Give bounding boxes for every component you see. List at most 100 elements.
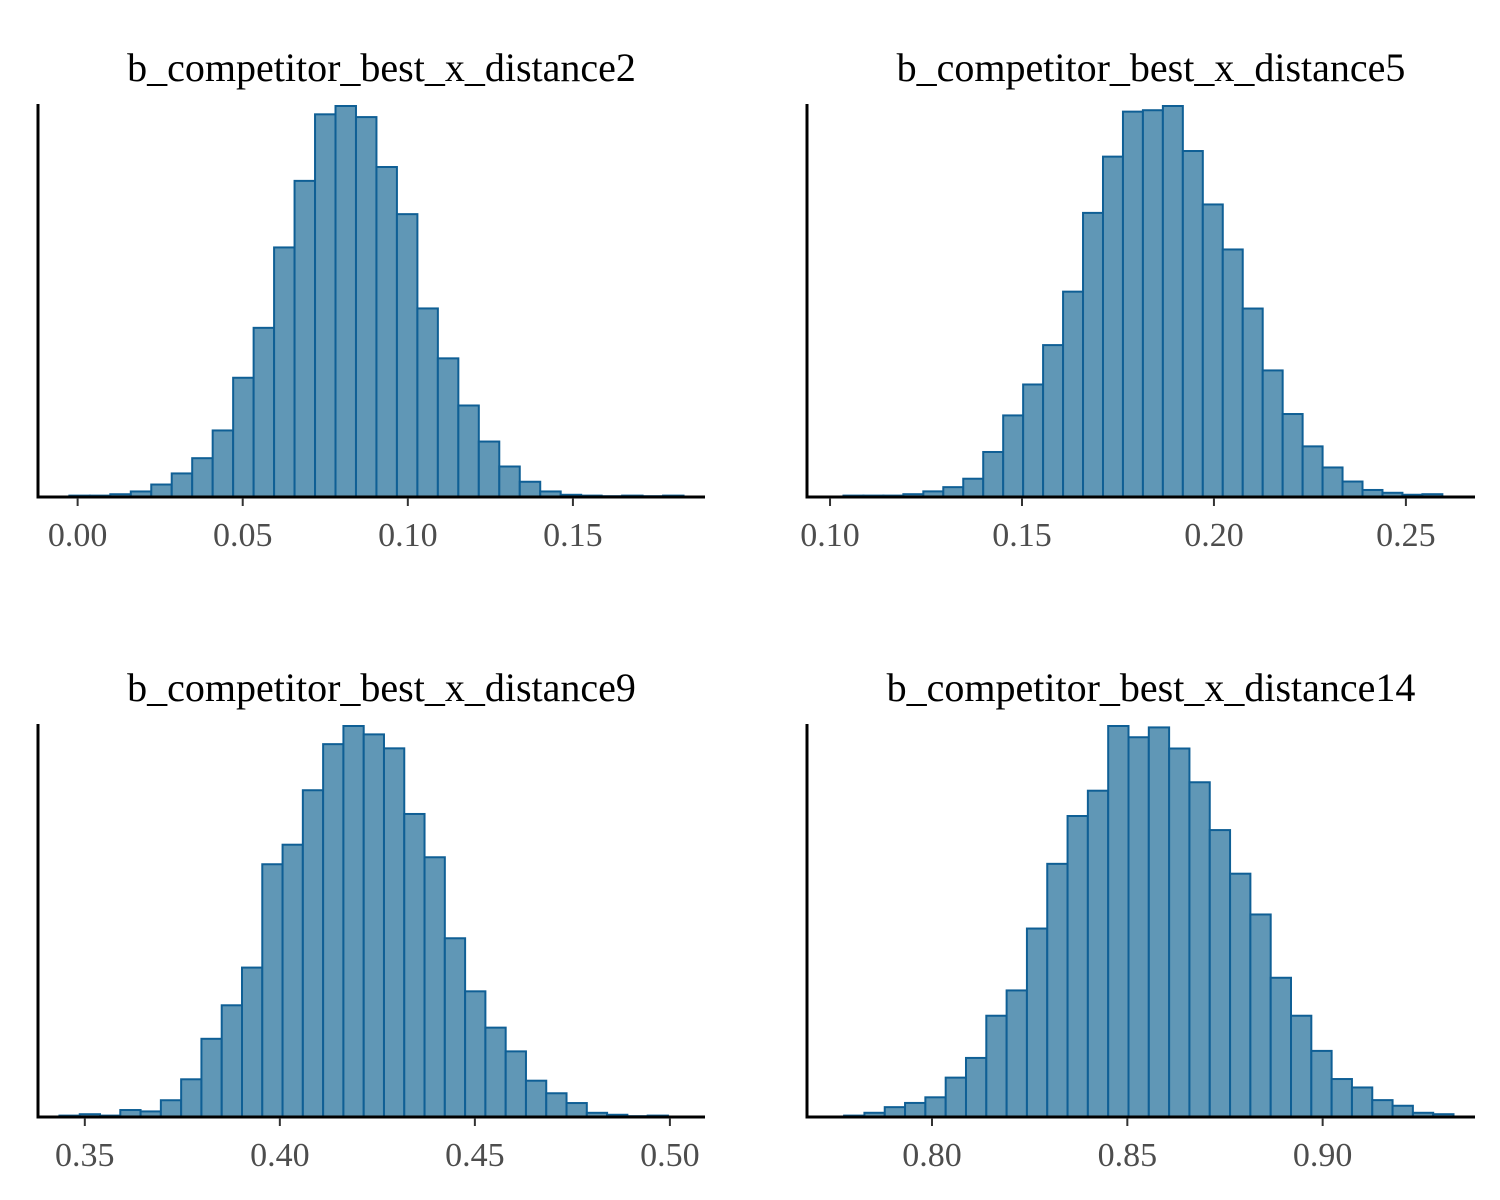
histogram-panel: b_competitor_best_x_distance5 0.10 0.15 0.2… [800, 45, 1475, 554]
histogram-bar [1141, 109, 1164, 498]
x-tick-label: 0.10 [378, 517, 438, 554]
histogram-bar [982, 450, 1005, 498]
x-tick-label: 0.25 [1376, 517, 1436, 554]
histogram-bar [375, 166, 398, 498]
histogram-bar [1229, 872, 1252, 1118]
histogram-bar [423, 856, 446, 1118]
histogram-bar [334, 105, 357, 498]
histogram-bar [545, 1092, 568, 1119]
x-tick-label: 0.15 [543, 517, 603, 554]
histogram-bar [191, 457, 214, 498]
histogram-bar [964, 1056, 988, 1119]
histogram-bar [342, 725, 365, 1118]
histogram-bar [261, 863, 284, 1118]
histogram-bar [1161, 105, 1184, 498]
histogram-bar [322, 743, 345, 1119]
histogram-bar [1022, 383, 1045, 499]
histogram-bar [477, 440, 501, 499]
histogram-bar [1310, 1049, 1333, 1119]
histogram-bar [211, 429, 235, 499]
histogram-bar [924, 1096, 947, 1119]
histogram-bar [159, 1099, 183, 1118]
histogram-bar [241, 966, 264, 1119]
x-tick-label: 0.40 [250, 1137, 310, 1174]
histogram-bar [252, 326, 276, 498]
histogram-bar [1341, 480, 1364, 498]
histogram-bar [1301, 445, 1324, 498]
histogram-bar [962, 477, 985, 499]
histogram-bar [1042, 344, 1065, 498]
histogram-bar [1330, 1078, 1353, 1119]
histogram-bar [170, 472, 194, 498]
histogram-bar [1181, 150, 1204, 498]
histogram-bar [518, 480, 542, 498]
x-tick-label: 0.00 [48, 517, 108, 554]
histogram-bar [1005, 989, 1028, 1118]
histogram-bar [1350, 1086, 1374, 1118]
histogram-bar [944, 1076, 967, 1118]
panel-title: b_competitor_best_x_distance2 [127, 45, 636, 90]
histogram-bar [1188, 781, 1211, 1118]
histogram-bar [1107, 725, 1130, 1118]
histogram-bar [985, 1014, 1008, 1118]
histogram-bar [1121, 110, 1144, 498]
histogram-bar [1101, 155, 1124, 498]
histogram-bar [1371, 1099, 1394, 1118]
histogram-bar [1168, 747, 1191, 1118]
x-tick-label: 0.80 [902, 1137, 962, 1174]
histogram-bar [1208, 829, 1232, 1119]
histogram-bar [1249, 913, 1272, 1118]
histogram-bar [565, 1102, 588, 1119]
histogram-bar [314, 113, 337, 498]
panel-title: b_competitor_best_x_distance5 [897, 45, 1406, 90]
x-tick-label: 0.35 [55, 1137, 115, 1174]
histogram-bar [1241, 307, 1264, 498]
histogram-bar [1086, 789, 1110, 1118]
histogram-panel: b_competitor_best_x_distance14 0.80 0.85 0.… [805, 665, 1475, 1174]
histogram-bar [354, 116, 378, 498]
histogram-bar [382, 747, 406, 1119]
histogram-bar [1269, 976, 1292, 1119]
histogram-bar [1082, 211, 1104, 498]
histogram-bar [504, 1050, 527, 1118]
histogram-bar [1391, 1104, 1414, 1118]
histogram-bar [395, 213, 419, 498]
x-tick-label: 0.90 [1293, 1137, 1353, 1174]
histogram-bar [1025, 927, 1049, 1119]
x-tick-label: 0.20 [1184, 517, 1244, 554]
histogram-bar [180, 1078, 203, 1119]
histogram-bar [484, 1026, 507, 1119]
histogram-bar [416, 307, 439, 498]
histogram-bar [220, 1004, 244, 1118]
x-tick-label: 0.85 [1098, 1137, 1158, 1174]
histogram-bar [1127, 736, 1150, 1118]
x-tick-label: 0.10 [800, 517, 860, 554]
histogram-bar [443, 937, 467, 1119]
x-tick-label: 0.05 [213, 517, 273, 554]
histogram-bar [1046, 862, 1069, 1119]
histogram-bar [1062, 290, 1085, 498]
histogram-bar [1147, 726, 1171, 1118]
x-tick-label: 0.50 [640, 1137, 700, 1174]
histogram-bar [436, 357, 460, 498]
x-tick-label: 0.45 [445, 1137, 505, 1174]
histogram-bar [457, 404, 480, 498]
histogram-bar [1066, 815, 1089, 1118]
histogram-bar [1321, 466, 1344, 498]
histogram-bar [150, 483, 173, 498]
histogram-bar [301, 789, 325, 1118]
histogram-bar [293, 179, 317, 498]
histogram-bar [281, 843, 304, 1118]
histogram-bar [1290, 1014, 1313, 1118]
histogram-bar [464, 990, 487, 1119]
histogram-bar [200, 1037, 223, 1119]
histogram-panel: b_competitor_best_x_distance2 0.00 0.05 0.1… [36, 45, 705, 554]
histogram-bar [1261, 369, 1284, 499]
histogram-bar [904, 1101, 927, 1118]
histogram-panel: b_competitor_best_x_distance9 0.35 0.40 0.4… [36, 665, 705, 1174]
histogram-bar [273, 246, 296, 498]
histogram-bar [524, 1079, 548, 1118]
histogram-bar [232, 376, 255, 499]
panel-title: b_competitor_best_x_distance9 [127, 665, 636, 710]
